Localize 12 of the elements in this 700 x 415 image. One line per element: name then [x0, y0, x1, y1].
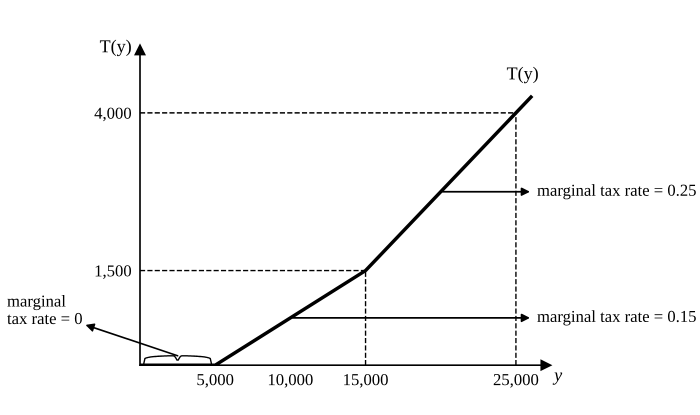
- x-tick-label: 15,000: [344, 374, 388, 388]
- x-tick-label: 5,000: [197, 374, 234, 388]
- x-tick-label: 10,000: [268, 374, 313, 388]
- x-tick-label: 25,000: [494, 374, 538, 388]
- annotation: marginal tax rate = 0.15: [537, 310, 696, 326]
- x-axis-title: y: [552, 372, 562, 385]
- y-tick-label: 1,500: [96, 265, 132, 279]
- y-tick-label: 4,000: [94, 108, 132, 122]
- annotation: marginal tax rate = 0.25: [537, 184, 696, 200]
- annotation: T(y): [506, 66, 538, 84]
- y-axis-title: T(y): [100, 40, 131, 56]
- text: marginal tax rate = 0: [7, 294, 82, 324]
